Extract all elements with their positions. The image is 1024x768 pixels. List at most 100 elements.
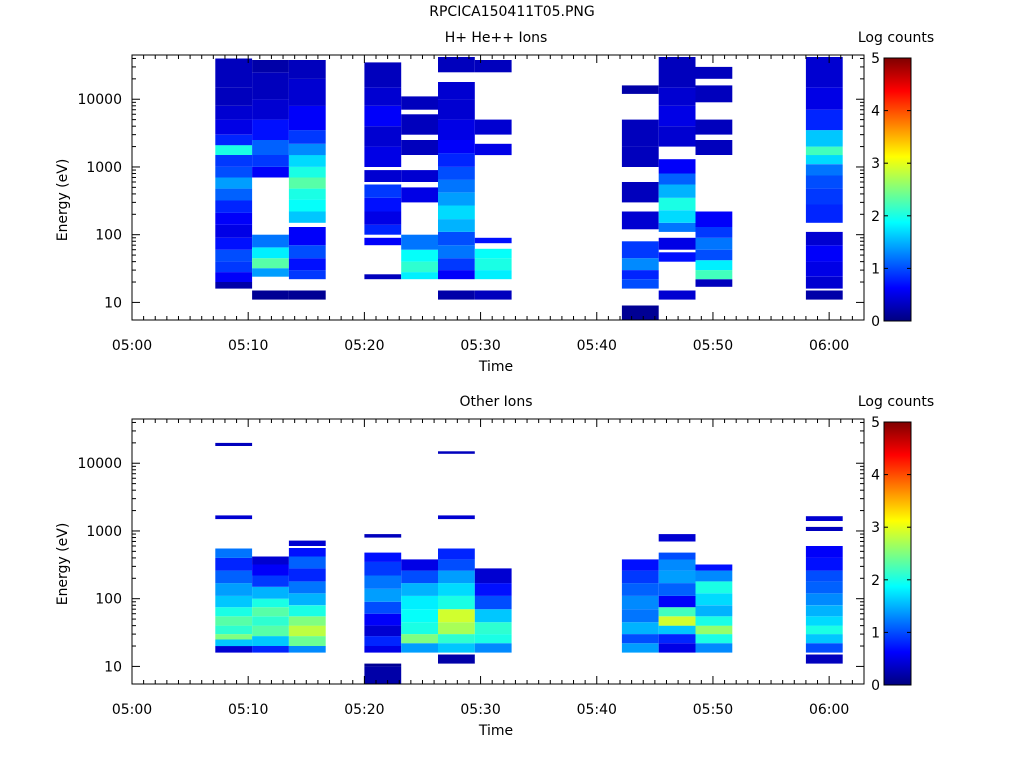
spectrogram-cell <box>621 258 659 271</box>
spectrogram-cell <box>658 634 696 644</box>
spectrogram-cell <box>621 279 659 289</box>
spectrogram-cell <box>364 666 402 684</box>
spectrogram-cell <box>805 616 843 626</box>
spectrogram-cell <box>288 625 326 637</box>
spectrogram-cell <box>621 622 659 635</box>
spectrogram-cell <box>364 184 402 198</box>
spectrogram-cell <box>215 570 253 584</box>
colorbar-tick-label: 2 <box>871 209 880 225</box>
spectrogram-cell <box>474 568 512 584</box>
spectrogram-cell <box>364 561 402 576</box>
x-tick-label: 05:50 <box>693 338 733 354</box>
spectrogram-cell <box>658 126 696 147</box>
spectrogram-cell <box>805 276 843 289</box>
spectrogram-cell <box>621 305 659 320</box>
spectrogram-cell <box>695 227 733 238</box>
spectrogram-cell <box>215 583 253 596</box>
spectrogram-cell <box>364 636 402 646</box>
spectrogram-cell <box>215 272 253 282</box>
spectrogram-cell <box>658 643 696 653</box>
spectrogram-cell <box>288 581 326 594</box>
spectrogram-cell <box>438 205 475 220</box>
colorbar-tick-label: 0 <box>871 678 880 694</box>
spectrogram-cell <box>252 636 289 646</box>
spectrogram-cell <box>658 583 696 596</box>
spectrogram-cell <box>215 87 253 106</box>
spectrogram-cell <box>401 583 438 596</box>
spectrogram-cell <box>695 564 733 571</box>
spectrogram-cell <box>658 87 696 106</box>
y-tick-label: 1000 <box>86 160 122 176</box>
x-tick-label: 05:50 <box>693 702 733 718</box>
x-tick-label: 06:00 <box>809 338 849 354</box>
panel-title: H+ He++ Ions <box>445 30 548 46</box>
spectrogram-cell <box>401 187 438 203</box>
y-tick-label: 10 <box>104 659 122 675</box>
spectrogram-cell <box>658 625 696 635</box>
y-axis: 10 100 1000 10000 <box>77 57 864 311</box>
spectrogram-cell <box>401 634 438 644</box>
spectrogram-cell <box>215 237 253 250</box>
spectrogram-cell <box>621 570 659 584</box>
spectrogram-cell <box>288 556 326 569</box>
spectrogram-cell <box>252 167 289 178</box>
spectrogram-cell <box>658 57 696 88</box>
spectrogram-cell <box>621 583 659 596</box>
x-axis-label: Time <box>478 723 513 739</box>
y-tick-label: 10 <box>104 295 122 311</box>
colorbar-tick-label: 0 <box>871 314 880 330</box>
spectrogram-cell <box>288 636 326 646</box>
spectrogram-cell <box>805 634 843 644</box>
spectrogram-cell <box>438 559 475 571</box>
spectrogram-cell <box>252 290 289 300</box>
spectrogram-cell <box>288 593 326 606</box>
spectrogram-cell <box>658 222 696 232</box>
spectrogram-cell <box>401 643 438 653</box>
x-tick-label: 05:00 <box>112 702 152 718</box>
spectrogram-cell <box>364 625 402 637</box>
spectrogram-cell <box>438 57 475 73</box>
spectrogram-cell <box>215 595 253 608</box>
spectrogram-cell <box>252 646 289 653</box>
spectrogram-cell <box>252 258 289 269</box>
spectrogram-cell <box>474 119 512 135</box>
spectrogram-cells <box>215 57 843 320</box>
spectrogram-cell <box>805 245 843 262</box>
x-tick-label: 05:20 <box>344 338 384 354</box>
spectrogram-cell <box>364 534 402 538</box>
spectrogram-cell <box>364 170 402 182</box>
figure-title: RPCICA150411T05.PNG <box>429 4 595 20</box>
x-axis: 05:00 05:10 05:20 05:30 05:40 05:50 06:00 <box>112 55 865 354</box>
spectrogram-cell <box>215 105 253 120</box>
spectrogram-cell <box>438 270 475 280</box>
spectrogram-cell <box>805 175 843 189</box>
spectrogram-cell <box>252 140 289 155</box>
spectrogram-cell <box>658 290 696 300</box>
panel-other-ions: Other Ions 05:00 05:10 05:20 05:30 05:40 05:5… <box>55 394 934 739</box>
spectrogram-cell <box>621 146 659 167</box>
spectrogram-cell <box>288 155 326 167</box>
spectrogram-cell <box>474 622 512 635</box>
spectrogram-cell <box>364 62 402 88</box>
spectrogram-cell <box>288 199 326 212</box>
spectrogram-cell <box>438 622 475 635</box>
spectrogram-cell <box>252 607 289 617</box>
spectrogram-cell <box>658 534 696 542</box>
colorbar-tick-label: 1 <box>871 625 880 641</box>
spectrogram-cell <box>695 270 733 280</box>
spectrogram-cell <box>438 451 475 454</box>
x-axis: 05:00 05:10 05:20 05:30 05:40 05:50 06:00 <box>112 419 865 718</box>
spectrogram-cell <box>438 654 475 664</box>
spectrogram-cell <box>215 167 253 178</box>
spectrogram-cell <box>215 616 253 626</box>
spectrogram-cell <box>695 634 733 644</box>
x-tick-label: 05:40 <box>577 702 617 718</box>
spectrogram-cell <box>438 167 475 180</box>
spectrogram-cell <box>695 570 733 582</box>
x-tick-label: 05:00 <box>112 338 152 354</box>
spectrogram-cell <box>215 634 253 640</box>
y-axis-label: Energy (eV) <box>55 159 71 242</box>
spectrogram-cell <box>252 155 289 167</box>
spectrogram-cell <box>364 552 402 562</box>
x-tick-label: 05:30 <box>460 338 500 354</box>
